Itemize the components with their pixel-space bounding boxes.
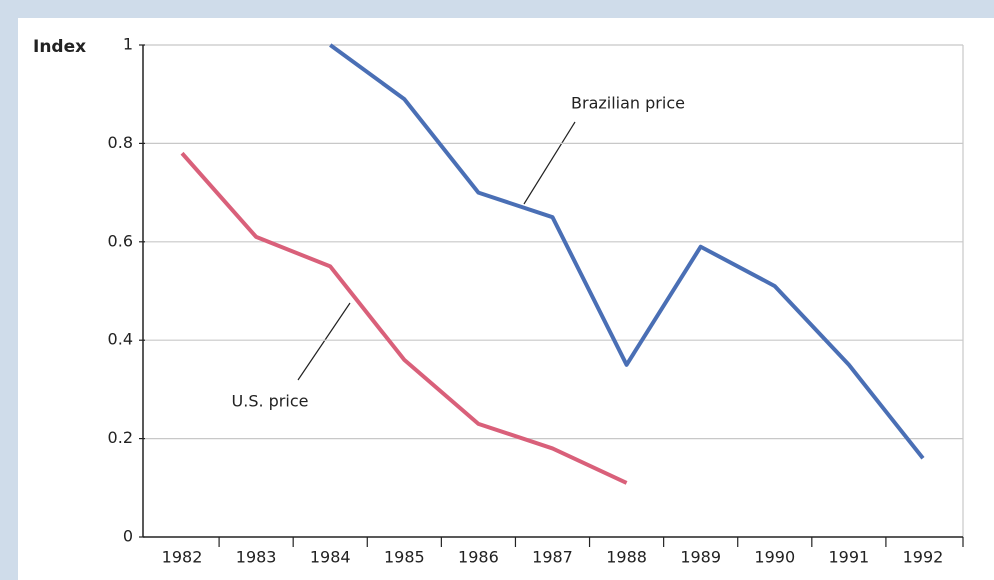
y-tick-label: 0.8 [108,133,133,152]
x-tick-label: 1991 [829,548,870,567]
leader-line [523,121,576,205]
x-tick-label: 1988 [606,548,647,567]
y-tick-label: 0.4 [108,330,133,349]
y-tick-label: 0 [123,527,133,546]
panel [18,18,994,580]
x-tick-label: 1984 [310,548,351,567]
leader-line [297,302,351,381]
series-line [329,43,925,460]
series-line [180,151,628,485]
y-tick-label: 1 [123,35,133,54]
x-tick-label: 1982 [162,548,203,567]
series-annotation: U.S. price [232,392,309,411]
y-tick-label: 0.2 [108,428,133,447]
y-axis-label: Index [33,37,86,57]
x-tick-label: 1986 [458,548,499,567]
series-annotation: Brazilian price [571,94,685,113]
x-tick-label: 1989 [680,548,721,567]
x-tick-label: 1983 [236,548,277,567]
x-tick-label: 1992 [903,548,944,567]
x-tick-label: 1990 [754,548,795,567]
x-tick-label: 1987 [532,548,573,567]
y-tick-label: 0.6 [108,231,133,250]
x-tick-label: 1985 [384,548,425,567]
